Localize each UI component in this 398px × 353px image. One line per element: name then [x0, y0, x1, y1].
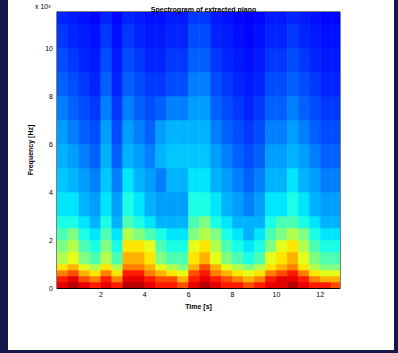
svg-text:x 10³: x 10³ — [35, 3, 51, 10]
svg-text:4: 4 — [49, 189, 53, 196]
svg-text:0: 0 — [49, 285, 53, 292]
svg-text:10: 10 — [45, 45, 53, 52]
svg-text:8: 8 — [231, 291, 235, 298]
svg-text:12: 12 — [316, 291, 324, 298]
svg-text:10: 10 — [272, 291, 280, 298]
svg-text:4: 4 — [143, 291, 147, 298]
svg-text:2: 2 — [49, 237, 53, 244]
svg-text:6: 6 — [49, 141, 53, 148]
svg-text:6: 6 — [187, 291, 191, 298]
svg-text:Frequency [Hz]: Frequency [Hz] — [27, 125, 35, 176]
svg-text:2: 2 — [99, 291, 103, 298]
svg-text:8: 8 — [49, 93, 53, 100]
svg-text:Spectrogram of extracted piano: Spectrogram of extracted piano — [151, 6, 256, 14]
svg-text:Time [s]: Time [s] — [185, 303, 212, 311]
